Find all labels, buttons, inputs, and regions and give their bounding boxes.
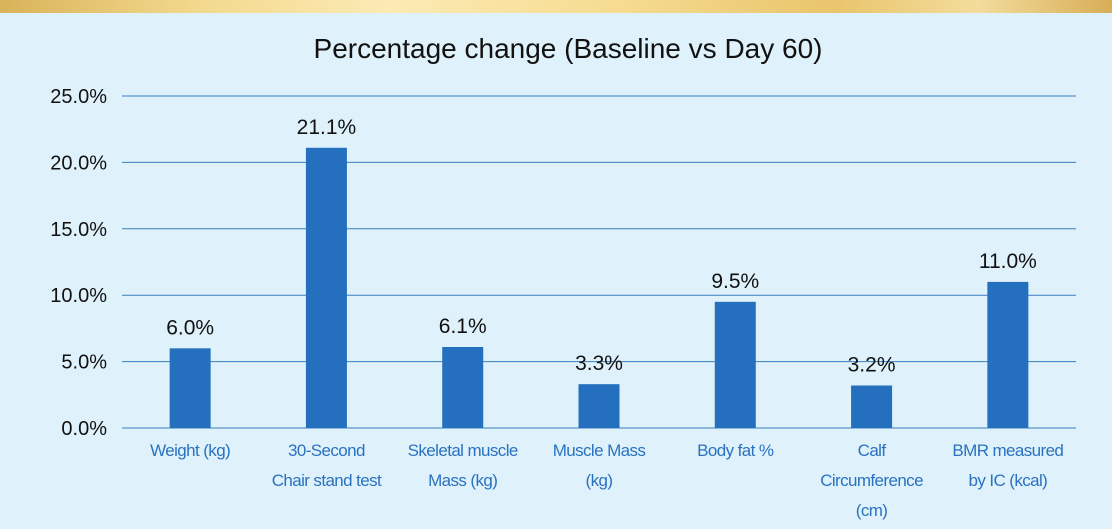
- bar: [169, 348, 211, 428]
- x-category-label-line: Mass (kg): [428, 471, 497, 490]
- decorative-top-band: [0, 0, 1112, 13]
- x-category-label-line: Circumference: [820, 471, 923, 490]
- y-tick-label: 15.0%: [50, 219, 107, 241]
- bar: [305, 147, 347, 429]
- y-tick-label: 25.0%: [50, 86, 107, 108]
- x-category-label: Calf Circumference (cm): [820, 441, 923, 520]
- x-category-label: Muscle Mass (kg): [553, 441, 646, 490]
- x-category-label: Body fat %: [697, 441, 774, 460]
- data-label: 6.1%: [439, 315, 487, 338]
- x-category-label-line: Weight (kg): [150, 441, 230, 460]
- data-labels: 6.0% 21.1% 6.1% 3.3% 9.5% 3.2% 11.0%: [166, 116, 1037, 377]
- data-label: 11.0%: [979, 250, 1037, 273]
- bars: [169, 147, 1029, 429]
- gridlines: [122, 95, 1076, 429]
- y-tick-label: 0.0%: [61, 418, 107, 440]
- y-axis-tick-labels: 0.0% 5.0% 10.0% 15.0% 20.0% 25.0%: [50, 86, 107, 440]
- y-tick-label: 20.0%: [50, 152, 107, 174]
- x-category-label-line: by IC (kcal): [968, 471, 1047, 490]
- x-category-label-line: Skeletal muscle: [408, 441, 518, 460]
- x-category-label-line: BMR measured: [952, 441, 1063, 460]
- chart-title: Percentage change (Baseline vs Day 60): [314, 33, 823, 64]
- x-category-label: Weight (kg): [150, 441, 230, 460]
- bar: [578, 384, 620, 428]
- x-category-label-line: Body fat %: [697, 441, 774, 460]
- bar: [442, 346, 484, 428]
- data-label: 21.1%: [297, 116, 357, 139]
- bar: [851, 385, 893, 428]
- data-label: 9.5%: [711, 270, 759, 293]
- x-axis-category-labels: Weight (kg) 30-Second Chair stand test Skel…: [150, 441, 1064, 520]
- x-category-label-line: (kg): [586, 471, 613, 490]
- x-category-label: BMR measured by IC (kcal): [952, 441, 1063, 490]
- data-label: 3.3%: [575, 352, 623, 375]
- x-category-label-line: (cm): [856, 501, 888, 520]
- x-category-label-line: 30-Second: [288, 441, 365, 460]
- x-category-label-line: Calf: [858, 441, 887, 460]
- y-tick-label: 5.0%: [61, 352, 107, 374]
- x-category-label-line: Chair stand test: [272, 471, 382, 490]
- bar: [987, 281, 1029, 428]
- bar: [714, 301, 756, 428]
- x-category-label-line: Muscle Mass: [553, 441, 646, 460]
- data-label: 6.0%: [166, 316, 214, 339]
- x-category-label: 30-Second Chair stand test: [272, 441, 382, 490]
- y-tick-label: 10.0%: [50, 285, 107, 307]
- x-category-label: Skeletal muscle Mass (kg): [408, 441, 518, 490]
- data-label: 3.2%: [848, 354, 896, 377]
